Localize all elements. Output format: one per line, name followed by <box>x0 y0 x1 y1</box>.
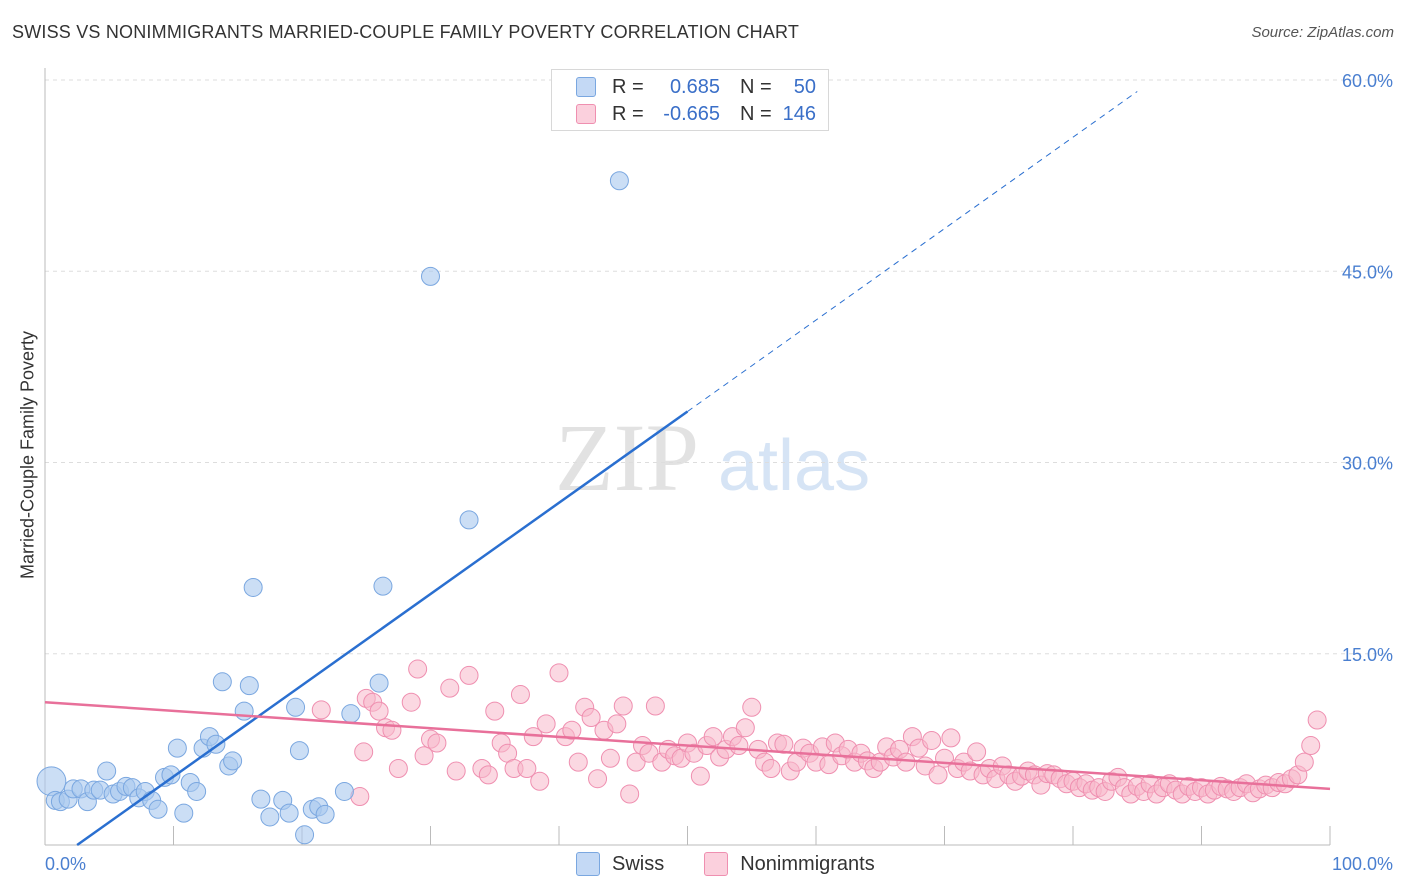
nonimmigrants-trend-line <box>44 700 1331 791</box>
swiss-point <box>161 765 181 785</box>
nonimmigrants-point <box>549 663 569 683</box>
nonimmigrants-point <box>510 685 530 705</box>
swiss-point <box>148 799 168 819</box>
nonimmigrants-point <box>530 771 550 791</box>
nonimmigrants-point <box>588 769 608 789</box>
nonimmigrants-point <box>401 692 421 712</box>
nonimmigrants-swatch <box>576 104 596 124</box>
nonimmigrants-point <box>600 748 620 768</box>
swiss-point <box>279 803 299 823</box>
swiss-point <box>421 266 440 286</box>
legend-row-swiss: R = 0.685 N = 50 <box>552 74 816 100</box>
swiss-point <box>212 672 232 692</box>
swiss-point <box>167 738 187 758</box>
legend-r-label: R = <box>612 102 644 125</box>
swiss-swatch <box>576 77 596 97</box>
swiss-point <box>187 781 207 801</box>
nonimmigrants-point <box>354 742 374 762</box>
nonimmigrants-point <box>440 678 460 698</box>
nonimmigrants-point <box>1294 752 1314 772</box>
legend-r-value: 0.685 <box>669 75 720 98</box>
nonimmigrants-point <box>729 736 749 756</box>
swiss-point <box>97 761 117 781</box>
nonimmigrants-point <box>896 752 916 772</box>
nonimmigrants-point <box>607 714 627 734</box>
source-label: Source: ZipAtlas.com <box>1251 24 1394 41</box>
swiss-point <box>223 751 243 771</box>
correlation-legend: R = 0.685 N = 50 R = -0.665 N = 146 <box>551 69 829 131</box>
legend-row-nonimmigrants: R = -0.665 N = 146 <box>552 101 816 127</box>
nonimmigrants-point <box>478 765 498 785</box>
swiss-point <box>315 804 335 824</box>
swiss-point <box>174 803 194 823</box>
y-tick-label: 60.0% <box>1342 71 1393 91</box>
swiss-point <box>609 171 629 191</box>
nonimmigrants-point <box>941 728 961 748</box>
nonimmigrants-point <box>761 759 781 778</box>
series-legend: Swiss Nonimmigrants <box>576 852 875 876</box>
legend-n-label: N = <box>740 102 772 125</box>
nonimmigrants-point <box>311 700 331 720</box>
chart-title: SWISS VS NONIMMIGRANTS MARRIED-COUPLE FA… <box>12 22 800 42</box>
nonimmigrants-legend-swatch <box>704 852 729 876</box>
swiss-point <box>36 766 67 797</box>
swiss-point <box>373 576 393 596</box>
x-tick-label: 0.0% <box>45 854 86 874</box>
y-tick-label: 30.0% <box>1342 454 1393 474</box>
swiss-trend-line <box>76 410 689 847</box>
nonimmigrants-point <box>690 766 710 786</box>
x-tick-label: 100.0% <box>1332 854 1393 874</box>
swiss-point <box>286 697 306 717</box>
swiss-point <box>369 673 389 693</box>
y-tick-label: 45.0% <box>1342 262 1393 282</box>
nonimmigrants-point <box>613 696 633 716</box>
nonimmigrants-point <box>517 759 537 778</box>
legend-n-value: 50 <box>793 75 816 98</box>
legend-r-label: R = <box>612 75 644 98</box>
nonimmigrants-point <box>967 742 987 762</box>
legend-r-value: -0.665 <box>663 102 720 125</box>
legend-n-label: N = <box>740 75 772 98</box>
nonimmigrants-point <box>645 696 665 716</box>
nonimmigrants-point <box>408 659 428 679</box>
legend-n-value: 146 <box>782 102 816 125</box>
swiss-point <box>260 807 280 827</box>
swiss-legend-label: Swiss <box>612 852 665 875</box>
swiss-point <box>341 704 361 724</box>
nonimmigrants-point <box>1307 710 1327 730</box>
nonimmigrants-point <box>369 701 389 721</box>
swiss-point <box>251 789 271 809</box>
swiss-point <box>234 701 254 721</box>
nonimmigrants-point <box>568 752 588 772</box>
nonimmigrants-point <box>414 746 434 766</box>
nonimmigrants-point <box>536 714 556 734</box>
nonimmigrants-point <box>703 727 723 747</box>
swiss-point <box>239 676 259 696</box>
nonimmigrants-point <box>1301 736 1321 756</box>
swiss-legend-swatch <box>576 852 600 876</box>
nonimmigrants-point <box>459 665 479 685</box>
nonimmigrants-point <box>581 708 601 727</box>
swiss-trend-extension <box>687 91 1138 412</box>
watermark-atlas: atlas <box>718 426 870 506</box>
swiss-point <box>334 781 354 801</box>
nonimmigrants-point <box>922 730 942 750</box>
nonimmigrants-point <box>620 784 640 804</box>
nonimmigrants-point <box>388 759 408 778</box>
nonimmigrants-point <box>928 765 948 785</box>
y-tick-label: 15.0% <box>1342 645 1393 665</box>
nonimmigrants-point <box>427 733 447 753</box>
nonimmigrants-legend-label: Nonimmigrants <box>740 852 875 875</box>
nonimmigrants-point <box>735 718 755 738</box>
swiss-point <box>459 510 479 530</box>
swiss-point <box>243 577 263 597</box>
y-axis-label: Married-Couple Family Poverty <box>17 330 38 580</box>
swiss-point <box>289 741 309 761</box>
nonimmigrants-point <box>742 697 762 717</box>
nonimmigrants-point <box>562 720 582 740</box>
nonimmigrants-point <box>485 701 505 721</box>
nonimmigrants-point <box>446 761 466 781</box>
swiss-point <box>295 825 315 845</box>
